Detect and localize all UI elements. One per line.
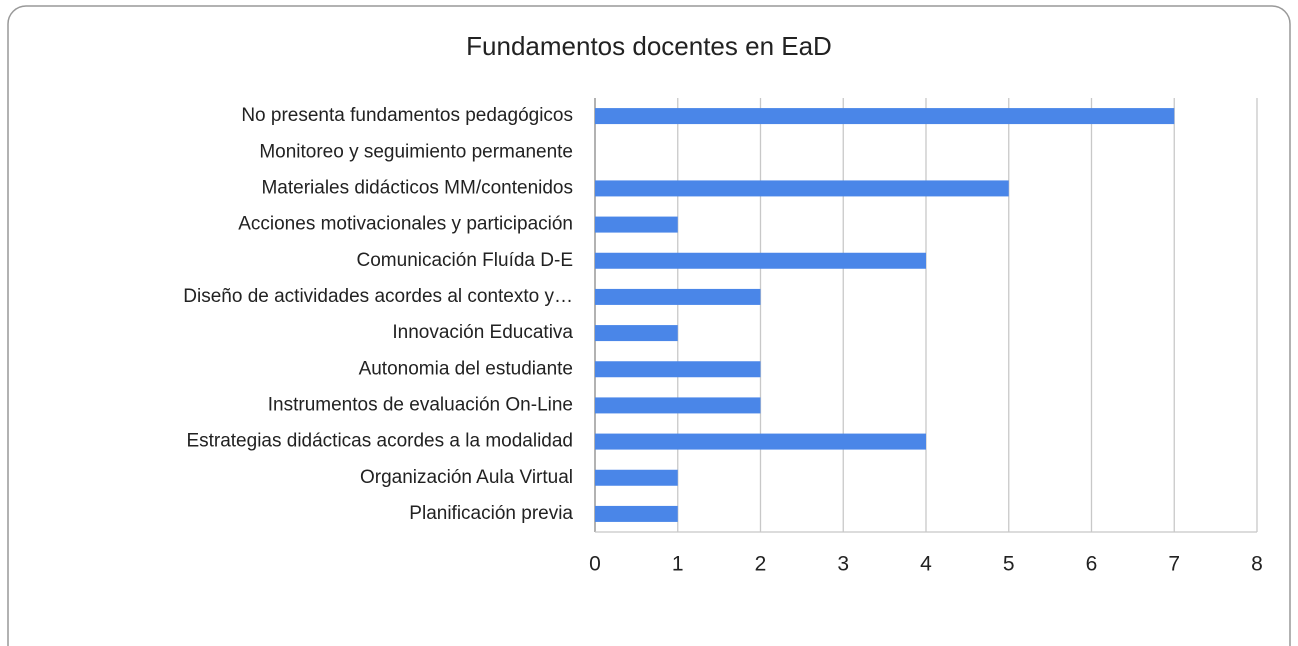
x-tick-label: 6 bbox=[1086, 553, 1098, 576]
x-tick-label: 1 bbox=[672, 553, 684, 576]
y-tick-label: Innovación Educativa bbox=[392, 322, 573, 343]
bar bbox=[595, 325, 678, 342]
y-tick-label: Organización Aula Virtual bbox=[360, 467, 573, 488]
x-tick-label: 5 bbox=[1003, 553, 1015, 576]
y-tick-label: Diseño de actividades acordes al context… bbox=[183, 286, 573, 307]
y-tick-label: Planificación previa bbox=[409, 503, 573, 524]
bar bbox=[595, 397, 761, 414]
x-tick-label: 3 bbox=[837, 553, 849, 576]
bar bbox=[595, 252, 926, 269]
bar bbox=[595, 288, 761, 305]
x-tick-label: 7 bbox=[1168, 553, 1180, 576]
y-tick-label: Instrumentos de evaluación On-Line bbox=[268, 394, 573, 415]
bar bbox=[595, 180, 1009, 197]
x-tick-label: 4 bbox=[920, 553, 932, 576]
y-tick-label: Estrategias didácticas acordes a la moda… bbox=[186, 431, 573, 452]
y-tick-label: Materiales didácticos MM/contenidos bbox=[261, 177, 573, 198]
bar bbox=[595, 216, 678, 233]
y-tick-label: Acciones motivacionales y participación bbox=[238, 214, 573, 235]
bar bbox=[595, 505, 678, 522]
bar bbox=[595, 108, 1175, 125]
x-tick-label: 2 bbox=[755, 553, 767, 576]
y-tick-label: Autonomia del estudiante bbox=[359, 358, 573, 379]
bar bbox=[595, 469, 678, 486]
x-tick-label: 8 bbox=[1251, 553, 1263, 576]
y-tick-label: Monitoreo y seguimiento permanente bbox=[259, 141, 573, 162]
bar bbox=[595, 433, 926, 450]
y-tick-label: No presenta fundamentos pedagógicos bbox=[241, 105, 573, 126]
y-tick-label: Comunicación Fluída D-E bbox=[357, 250, 573, 271]
chart-title: Fundamentos docentes en EaD bbox=[466, 31, 832, 61]
x-tick-label: 0 bbox=[589, 553, 601, 576]
bar bbox=[595, 361, 761, 378]
